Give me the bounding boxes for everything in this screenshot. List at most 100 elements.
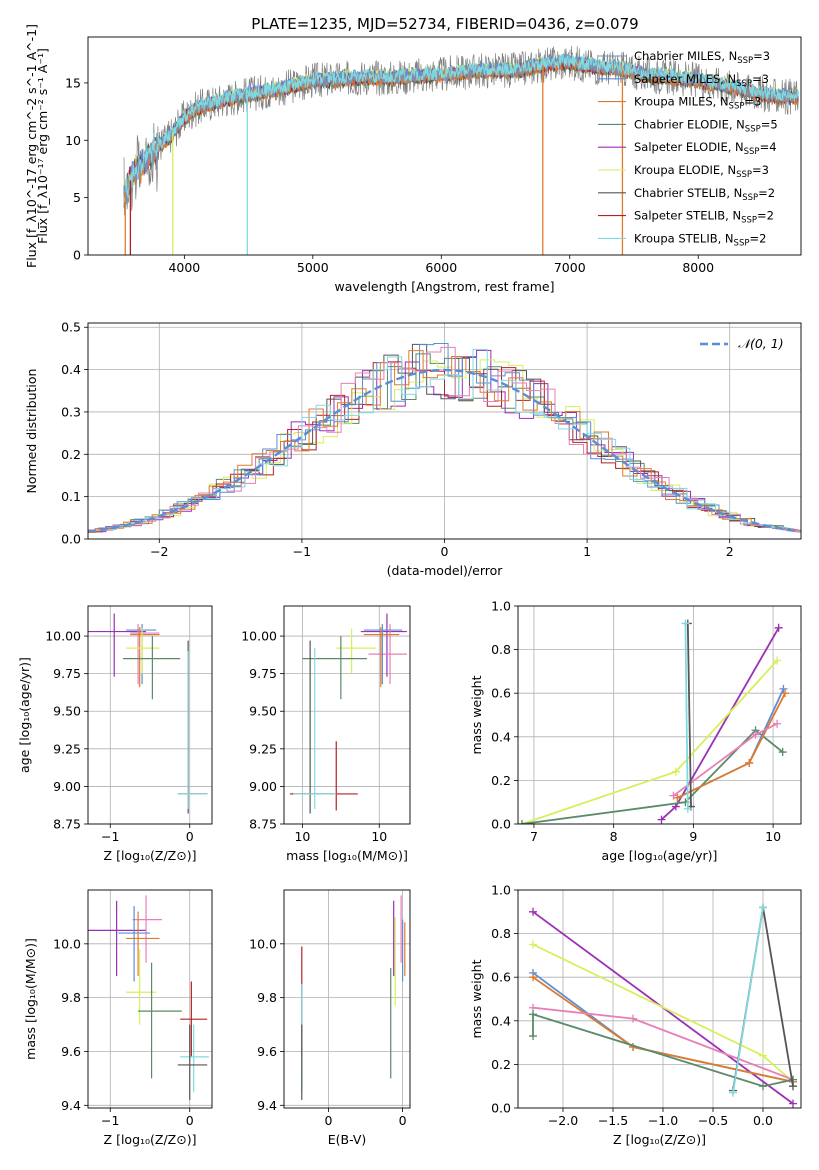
error-bar-point: [180, 981, 208, 1057]
x-tick-label: 0: [186, 1113, 194, 1128]
x-tick-label: −2.0: [548, 1113, 578, 1128]
plot-area: [284, 890, 410, 1108]
error-bar-point: [118, 906, 150, 982]
x-tick-label: 8: [610, 829, 618, 844]
legend-entry: Chabrier STELIB, NSSP=2: [634, 186, 775, 203]
data-point: [518, 820, 526, 824]
y-axis-label: mass weight: [469, 675, 484, 754]
plot-area: [518, 606, 801, 824]
plot-area: [284, 606, 410, 824]
error-bar-point: [88, 613, 147, 677]
y-tick-label: 10.0: [53, 936, 81, 951]
y-tick-label: 0.3: [61, 404, 81, 419]
y-tick-label: 0.8: [491, 642, 511, 657]
legend-entry: Salpeter ELODIE, NSSP=4: [634, 140, 777, 157]
data-point: [669, 791, 678, 800]
x-tick-label: −1.5: [598, 1113, 628, 1128]
x-axis-label: Z [log₁₀(Z/Z⊙)]: [104, 848, 197, 863]
x-tick-label: 8000: [682, 260, 714, 275]
data-point: [681, 619, 690, 628]
x-tick-label: 7000: [554, 260, 586, 275]
weight-series: [657, 623, 783, 824]
error-bar-point: [132, 895, 162, 963]
legend-entry: Kroupa ELODIE, NSSP=3: [634, 163, 769, 180]
y-tick-label: 10: [65, 133, 81, 148]
x-axis-label: mass [log₁₀(M/M⊙)]: [286, 848, 408, 863]
x-tick-label: −1.0: [648, 1113, 678, 1128]
series-line: [686, 623, 692, 807]
y-tick-label: 0.2: [61, 447, 81, 462]
y-tick-label: 9.25: [53, 741, 81, 756]
data-point: [683, 804, 692, 813]
data-point: [529, 940, 537, 949]
y-tick-label: 0.4: [61, 362, 81, 377]
data-point: [529, 907, 537, 916]
y-tick-label: 0.4: [491, 729, 511, 744]
y-tick-label: 9.00: [53, 779, 81, 794]
error-bar-point: [126, 628, 160, 674]
y-tick-label: 9.8: [257, 990, 277, 1005]
data-point: [751, 730, 760, 739]
y-tick-label: 9.50: [249, 704, 277, 719]
y-axis-label-formatted: Flux [f_λ10⁻¹⁷ erg cm⁻² s⁻¹ A⁻¹]: [35, 48, 50, 244]
error-bar-point: [360, 613, 407, 677]
residual-histogram: [88, 346, 801, 533]
y-tick-label: 9.6: [61, 1044, 81, 1059]
series-line: [684, 623, 689, 809]
x-tick-label: 10: [371, 829, 387, 844]
x-tick-label: 7: [530, 829, 538, 844]
y-tick-label: 0.2: [491, 773, 511, 788]
y-tick-label: 0.5: [61, 320, 81, 335]
weight-series: [681, 619, 692, 813]
data-point: [781, 689, 790, 698]
axes-frame: [87, 36, 802, 256]
x-tick-label: −1: [101, 829, 119, 844]
x-tick-label: 0: [399, 1113, 407, 1128]
weight-series: [529, 1010, 797, 1091]
y-tick-label: 0.8: [491, 926, 511, 941]
data-point: [529, 1032, 537, 1041]
x-tick-label: 9: [689, 829, 697, 844]
model-spectrum-line: [123, 53, 799, 202]
plot-area: [123, 45, 799, 255]
y-tick-label: 5: [73, 190, 81, 205]
error-bar-point: [290, 741, 358, 811]
y-tick-label: 1.0: [491, 883, 511, 898]
legend-entry: Chabrier MILES, NSSP=3: [634, 49, 770, 66]
weight-series: [518, 726, 787, 824]
y-tick-label: 0.4: [491, 1013, 511, 1028]
legend-entry: Kroupa MILES, NSSP=3: [634, 95, 761, 112]
x-tick-label: −1: [293, 544, 311, 559]
x-tick-label: 0.0: [753, 1113, 773, 1128]
x-axis-label: (data-model)/error: [387, 563, 504, 578]
panel-age-vs-mass: 10 10 8.75 9.00 9.25 9.50 9.75 10.00 mass [log₁₀…: [241, 605, 411, 863]
y-tick-label: 0.1: [61, 489, 81, 504]
series-line: [532, 1013, 794, 1088]
legend-entry: Salpeter MILES, NSSP=3: [634, 72, 769, 89]
axes-frame: [87, 889, 213, 1109]
data-point: [773, 656, 782, 665]
error-bar-point: [368, 624, 407, 685]
error-bar-point: [122, 636, 181, 700]
data-point: [629, 1014, 637, 1023]
y-tick-label: 9.75: [249, 666, 277, 681]
data-point: [778, 748, 787, 757]
legend-entry: Salpeter STELIB, NSSP=2: [634, 209, 774, 226]
panel-residuals: −2 −1 0 1 2 0.0 0.1 0.2 0.3 0.4 0.5 (data-model)/er…: [24, 320, 802, 578]
legend-entry: 𝒩(0, 1): [738, 336, 784, 351]
weight-series: [673, 689, 790, 802]
panel-mass-vs-Z: −1 0 9.4 9.6 9.8 10.0 Z [log₁₀(Z/Z⊙)] mass [log…: [23, 889, 213, 1147]
data-point: [529, 1010, 537, 1019]
error-bar-point: [130, 627, 160, 688]
error-bar-point: [126, 911, 160, 977]
axes-frame: [87, 605, 213, 825]
data-point: [529, 973, 537, 982]
y-tick-label: 10.00: [45, 629, 81, 644]
legend: Chabrier MILES, NSSP=3 Salpeter MILES, NS…: [598, 49, 778, 248]
y-tick-label: 9.50: [53, 704, 81, 719]
y-tick-label: 0: [73, 248, 81, 263]
y-axis-label: Flux [f_λ10^-17 erg cm^-2 s^-1 A^-1]: [24, 24, 39, 268]
error-bar-point: [88, 900, 147, 977]
y-tick-label: 8.75: [249, 817, 277, 832]
x-axis-label: Z [log₁₀(Z/Z⊙)]: [104, 1132, 197, 1147]
